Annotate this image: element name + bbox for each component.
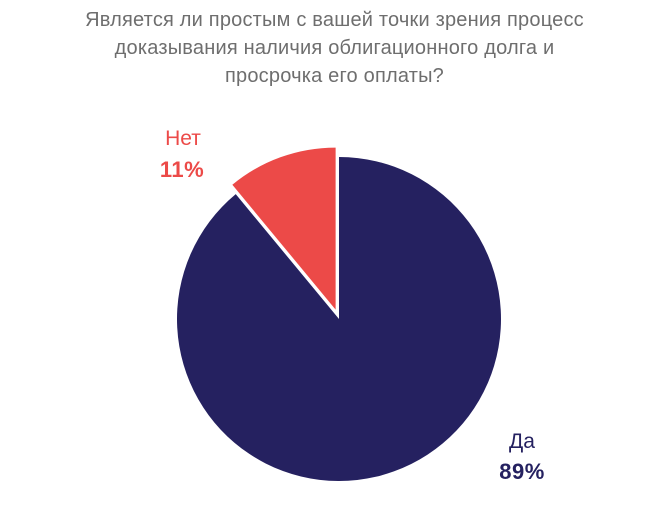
slice-value-yes: 89% <box>499 459 545 484</box>
slice-value-no: 11% <box>160 157 204 182</box>
chart-title-line-3: просрочка его оплаты? <box>225 65 444 87</box>
chart-title: Является ли простым с вашей точки зрения… <box>0 6 669 90</box>
pie-slice-no <box>232 147 336 310</box>
chart-title-line-2: доказывания наличия облигационного долга… <box>114 37 555 59</box>
slice-label-yes: Да <box>509 430 535 453</box>
slice-label-no: Нет <box>165 127 201 150</box>
pie-slice-yes <box>177 157 502 482</box>
chart-title-line-1: Является ли простым с вашей точки зрения… <box>85 9 584 31</box>
